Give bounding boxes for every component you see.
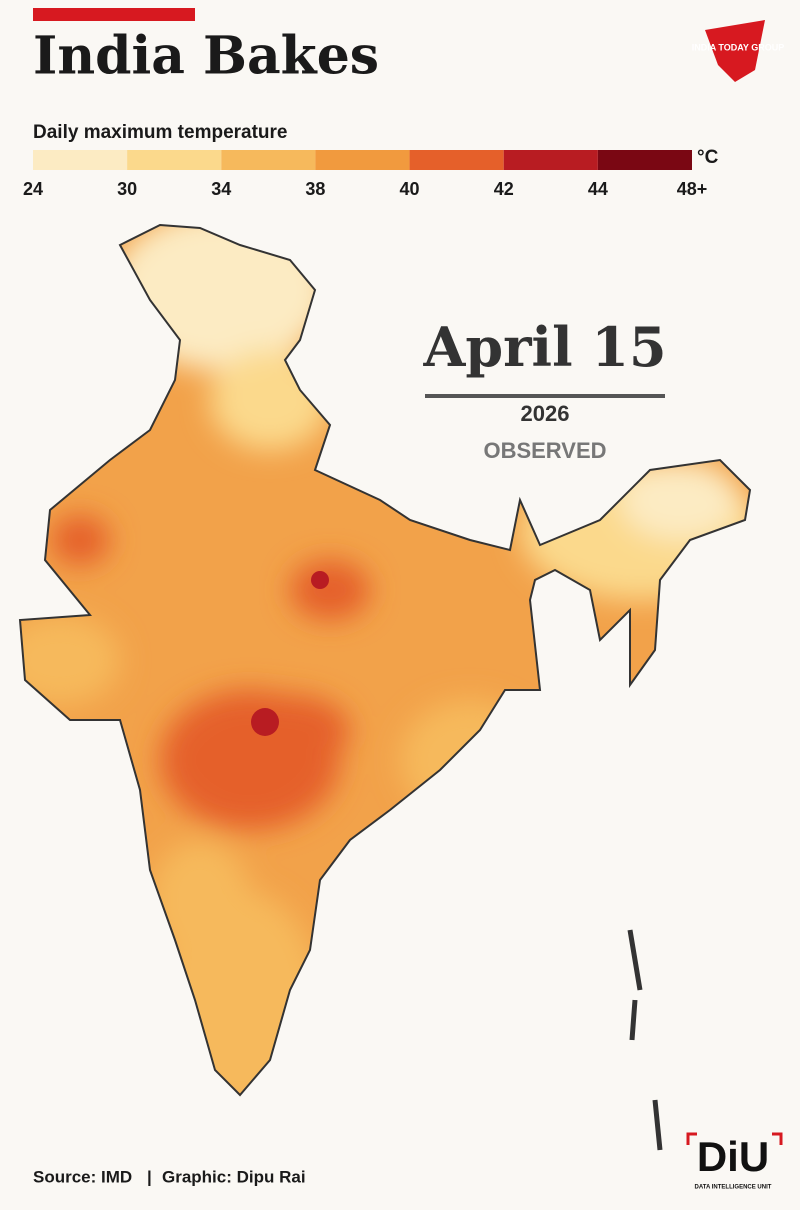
unit-name: DATA INTELLIGENCE UNIT	[695, 1185, 772, 1191]
legend-tick-label: 24	[23, 179, 43, 199]
separator: |	[147, 1167, 152, 1186]
legend-tick-label: 40	[400, 179, 420, 199]
accent-bar	[33, 8, 195, 21]
legend-swatch	[315, 150, 410, 170]
legend-tick-label: 34	[211, 179, 231, 199]
credit: Graphic: Dipu Rai	[162, 1167, 306, 1186]
legend-title: Daily maximum temperature	[33, 122, 288, 143]
source: Source: IMD	[33, 1167, 132, 1186]
unit-logo: DiU DATA INTELLIGENCE UNIT	[686, 1132, 783, 1191]
legend-swatch	[409, 150, 504, 170]
legend-unit: °C	[697, 147, 719, 168]
unit-logo-text: DiU	[697, 1133, 769, 1180]
map	[19, 224, 751, 1151]
title: India Bakes	[33, 26, 379, 87]
date-year: 2026	[521, 401, 570, 426]
legend-tick-label: 48+	[677, 179, 708, 199]
brand-logo: INDIA TODAY GROUP	[692, 20, 785, 82]
legend-tick-label: 44	[588, 179, 608, 199]
legend: 24 30 34 38 40 42 44 48+	[23, 150, 707, 199]
date-day: April 15	[422, 315, 666, 379]
legend-swatch	[221, 150, 316, 170]
legend-swatch	[503, 150, 598, 170]
legend-swatch	[127, 150, 222, 170]
date-status: OBSERVED	[483, 438, 606, 463]
legend-tick-label: 30	[117, 179, 137, 199]
legend-swatch	[597, 150, 692, 170]
legend-swatch	[33, 150, 128, 170]
legend-tick-label: 42	[494, 179, 514, 199]
brand-text: INDIA TODAY GROUP	[692, 42, 785, 52]
legend-tick-label: 38	[305, 179, 325, 199]
